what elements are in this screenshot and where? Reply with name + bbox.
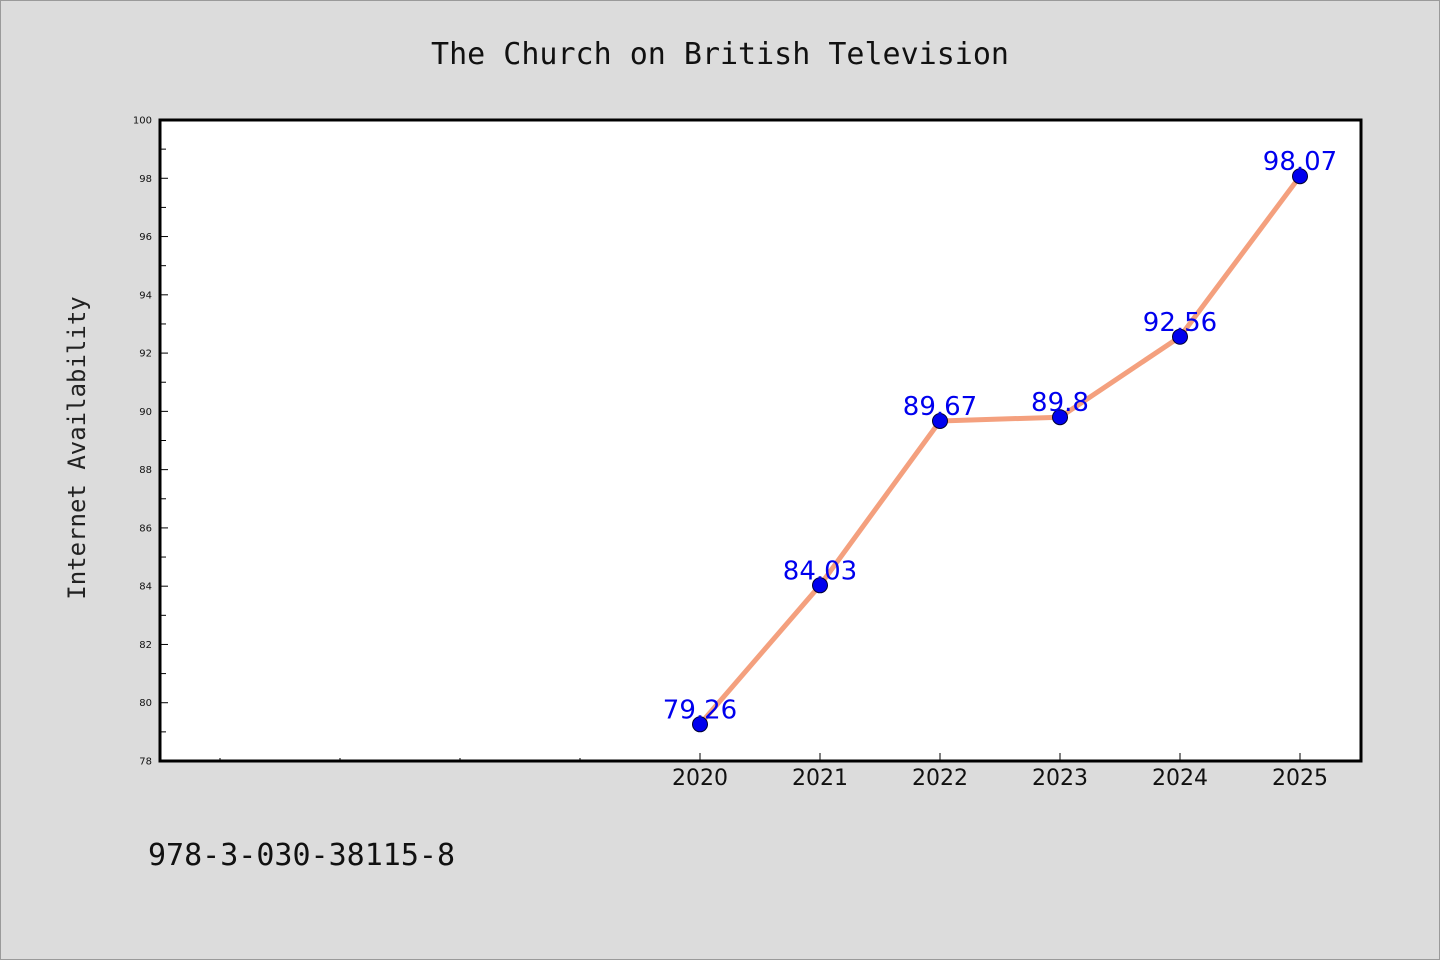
data-label: 92.56 (1143, 308, 1217, 338)
series-line (697, 173, 1303, 727)
data-point (812, 577, 828, 594)
x-tick-label: 2024 (1152, 766, 1208, 791)
data-label: 98.07 (1263, 147, 1337, 177)
y-tick-label: 80 (139, 698, 152, 709)
x-axis-ticks: 2020 2021 2022 2023 2024 2025 (219, 753, 1328, 791)
footer-isbn: 978-3-030-38115-8 (148, 838, 455, 873)
y-tick-label: 94 (139, 290, 152, 301)
y-tick-label: 100 (133, 116, 152, 127)
y-tick-label: 92 (139, 349, 152, 360)
y-tick-label: 86 (139, 523, 152, 534)
data-point (692, 716, 708, 733)
y-tick-label: 78 (139, 757, 152, 768)
y-tick-label: 82 (139, 640, 152, 651)
x-tick-label: 2020 (672, 766, 728, 791)
y-tick-label: 98 (139, 174, 152, 185)
x-tick-label: 2025 (1272, 766, 1328, 791)
y-axis-label: Internet Availability (63, 296, 91, 599)
data-label: 89.8 (1031, 388, 1089, 418)
data-label: 89.67 (903, 392, 977, 422)
data-point (1052, 409, 1068, 426)
x-tick-label: 2023 (1032, 766, 1088, 791)
data-label: 79.26 (663, 695, 737, 725)
x-tick-label: 2021 (792, 766, 848, 791)
y-tick-label: 90 (139, 407, 152, 418)
data-point (1292, 168, 1308, 185)
plot-border (158, 118, 1363, 763)
data-label: 84.03 (783, 556, 857, 586)
y-tick-label: 84 (139, 582, 152, 593)
y-tick-label: 96 (139, 232, 152, 243)
x-tick-label: 2022 (912, 766, 968, 791)
series-layer: 79.26 84.03 89.67 89.8 92.56 98.07 (663, 147, 1337, 733)
data-point (932, 412, 948, 429)
plot-area (160, 120, 1361, 761)
data-point (1172, 328, 1188, 345)
y-tick-label: 88 (139, 465, 152, 476)
chart-title: The Church on British Television (431, 37, 1009, 72)
